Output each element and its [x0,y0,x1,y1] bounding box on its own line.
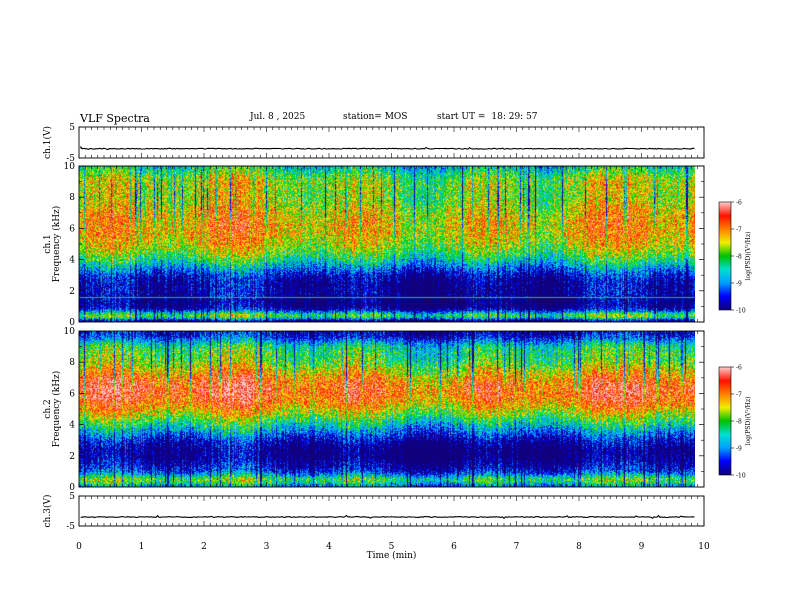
station-label: station= MOS [343,112,408,122]
ch1-spectrogram-colorbar-tick-label-0: -6 [736,200,742,207]
ch1-spectrogram-ylabel: Frequency (kHz) [51,206,62,283]
chart-title: VLF Spectra [80,112,150,125]
ch2-spectrogram-ytick-label-5: 10 [64,327,76,337]
xtick-label-0: 0 [76,542,82,552]
ch2-spectrogram-ytick-label-2: 4 [69,421,75,431]
ch2-spectrogram-ylabel: Frequency (kHz) [51,371,62,448]
ch1-spectrogram-colorbar-tick-label-3: -9 [736,281,742,288]
ch3-waveform-ytick-label-0: 5 [69,492,75,502]
ch1-spectrogram-ytick-label-5: 10 [64,162,76,172]
ch1-spectrogram-ytick-label-0: 0 [69,318,75,328]
start-time-row: start UT = 18: 29: 57 [437,112,538,122]
ch3-waveform-ylabel: ch.3(V) [42,495,53,528]
ch2-spectrogram-colorbar-gradient [719,367,731,475]
ch1-spectrogram-ytick-label-4: 8 [69,193,75,203]
xtick-label-1: 1 [139,542,145,552]
ch1-spectrogram-colorbar-tick-label-4: -10 [736,308,746,315]
xtick-label-9: 9 [639,542,645,552]
ch1-spectrogram-image [79,166,695,322]
xtick-label-8: 8 [576,542,582,552]
ch1-waveform-ytick-label-1: -5 [66,154,75,164]
ch2-spectrogram-ylabel-channel: ch.2 [43,399,53,418]
xtick-label-2: 2 [201,542,207,552]
ch1-spectrogram-ytick-label-2: 4 [69,256,75,266]
xtick-label-4: 4 [326,542,332,552]
ch1-spectrogram-colorbar-label: log(PSD)(V²/Hz) [745,232,752,281]
ch1-waveform-ylabel: ch.1(V) [42,126,53,159]
x-axis-label: Time (min) [367,550,417,561]
ch1-waveform-trace [80,145,695,151]
ch2-spectrogram-ytick-label-1: 2 [69,452,75,462]
ch2-spectrogram-ytick-label-0: 0 [69,483,75,493]
ch2-spectrogram-ytick-label-3: 6 [69,389,75,399]
ch2-spectrogram-colorbar-tick-label-1: -7 [736,392,742,399]
xtick-label-7: 7 [514,542,520,552]
ch1-spectrogram-ytick-label-3: 6 [69,224,75,234]
xtick-label-10: 10 [698,542,710,552]
ch2-spectrogram-colorbar-tick-label-2: -8 [736,419,742,426]
ch2-spectrogram-colorbar-tick-label-0: -6 [736,365,742,372]
ch2-spectrogram-image [79,331,695,487]
ch2-spectrogram-colorbar-label: log(PSD)(V²/Hz) [745,397,752,446]
ch1-waveform-ytick-label-0: 5 [69,123,75,133]
date-label: Jul. 8 , 2025 [250,112,306,122]
ch2-spectrogram-ytick-label-4: 8 [69,358,75,368]
xtick-label-6: 6 [451,542,457,552]
ch2-spectrogram-colorbar-tick-label-3: -9 [736,446,742,453]
ch3-waveform-trace [80,514,695,520]
ch3-waveform-ytick-label-1: -5 [66,522,75,532]
start-time-value: 18: 29: 57 [491,112,538,122]
ch1-spectrogram-colorbar-tick-label-1: -7 [736,227,742,234]
ch1-spectrogram-colorbar-tick-label-2: -8 [736,254,742,261]
xtick-label-5: 5 [389,542,395,552]
start-time-label: start UT = [437,112,486,122]
ch1-spectrogram-colorbar-gradient [719,202,731,310]
ch1-spectrogram-ytick-label-1: 2 [69,287,75,297]
ch1-spectrogram-ylabel-channel: ch.1 [43,234,53,253]
xtick-label-3: 3 [264,542,270,552]
ch2-spectrogram-colorbar-tick-label-4: -10 [736,473,746,480]
